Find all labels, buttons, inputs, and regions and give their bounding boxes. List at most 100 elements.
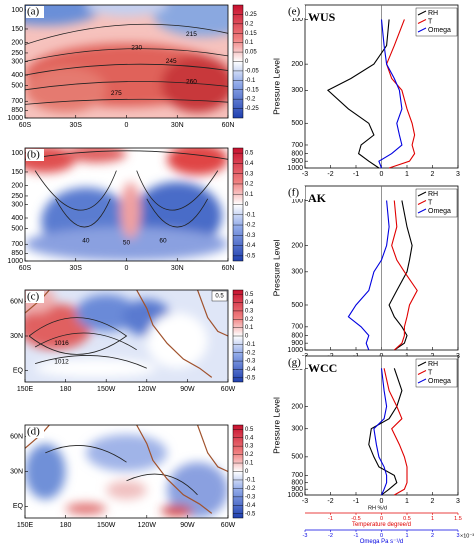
panel-label-bg: [287, 356, 305, 369]
legend-label: T: [428, 18, 433, 25]
colorbar-tick-label: -0.2: [245, 97, 256, 103]
colorbar-tick-label: -0.25: [245, 106, 259, 112]
field-blob: [167, 148, 228, 176]
field-blob: [25, 5, 103, 26]
field-blob: [161, 504, 194, 517]
x-tick-label: 1: [405, 171, 409, 178]
panel-label: (d): [27, 426, 40, 438]
y-tick-label: 250: [11, 193, 23, 200]
x-tick-label: 0: [125, 122, 129, 129]
y-tick-label: 100: [291, 16, 303, 23]
x-tick-label: 60N: [222, 265, 235, 272]
y-tick-label: 800: [291, 480, 303, 487]
panel-title: WCC: [308, 361, 337, 375]
field-blobs: [25, 148, 228, 261]
y-tick-label: 700: [11, 241, 23, 248]
x-tick-label: 150E: [17, 522, 34, 529]
extra-axis-multiplier: ×10⁻³: [460, 533, 474, 539]
legend-swatch: [417, 27, 427, 33]
y-tick-label: 300: [11, 201, 23, 208]
x-tick-label: 150W: [97, 386, 116, 393]
profile-line: [386, 19, 416, 169]
extra-axis-tick-label: -3: [303, 533, 308, 539]
y-tick-label: 300: [291, 87, 303, 94]
panel-label: (b): [27, 149, 40, 161]
colorbar-tick-label: -0.4: [245, 243, 256, 249]
x-tick-label: 2: [431, 498, 435, 505]
profile-line: [383, 368, 408, 496]
x-tick-label: -1: [353, 498, 359, 505]
y-tick-label: 300: [11, 58, 23, 65]
y-tick-label: 800: [291, 332, 303, 339]
panel-label: (g): [288, 357, 301, 369]
y-tick-label: 1000: [287, 165, 303, 172]
x-tick-label: 180: [60, 522, 72, 529]
field-blob: [146, 313, 208, 369]
y-tick-label: 400: [11, 215, 23, 222]
field: [25, 425, 228, 518]
contour-label: 50: [123, 240, 131, 247]
y-tick-label: 200: [291, 403, 303, 410]
panel-label-bg: [287, 5, 305, 18]
contour-line: [34, 355, 147, 369]
colorbar-tick-label: -0.05: [245, 68, 259, 74]
field: [25, 290, 228, 382]
contour-line: [136, 170, 219, 211]
y-axis-label: Pressure Level: [271, 397, 281, 454]
colorbar-tick-label: 0.1: [245, 325, 254, 331]
colorbar-tick-label: -0.2: [245, 223, 256, 229]
extra-axis-tick-label: -0.5: [351, 516, 360, 522]
legend-swatch: [417, 200, 427, 205]
y-tick-label: 200: [11, 182, 23, 189]
colorbar-tick-label: 0.4: [245, 300, 254, 306]
profile-line: [388, 200, 413, 351]
y-tick-label: 500: [11, 225, 23, 232]
colorbar-tick-label: -0.2: [245, 486, 256, 492]
legend-label: T: [428, 369, 433, 376]
y-tick-label: 850: [11, 250, 23, 257]
colorbar-tick-label: 0.05: [245, 50, 257, 56]
contour-line: [146, 198, 209, 228]
contour-line: [25, 150, 228, 160]
ref-vector-label: 0.5: [215, 294, 224, 300]
y-tick-label: 300: [291, 426, 303, 433]
y-tick-label: 150: [11, 169, 23, 176]
legend-swatch: [417, 19, 427, 24]
x-tick-label: 30N: [171, 265, 184, 272]
x-tick-label: 120W: [138, 386, 157, 393]
y-tick-label: 1000: [287, 492, 303, 499]
extra-axis-label: Omega Pa s⁻¹/d: [360, 539, 404, 544]
x-tick-label: -3: [302, 498, 308, 505]
colorbar-tick-label: 0.5: [245, 427, 254, 433]
contour-line: [55, 198, 111, 228]
field-blobs: [25, 5, 228, 113]
x-tick-label: 180: [60, 386, 72, 393]
field-blob: [35, 359, 157, 378]
field-blob: [85, 5, 168, 17]
extra-axis-tick-label: 1: [431, 516, 434, 522]
colorbar-tick-label: 0.3: [245, 171, 254, 177]
contour-line: [25, 48, 228, 62]
y-tick-label: 400: [11, 72, 23, 79]
x-tick-label: 60W: [221, 386, 236, 393]
panel-label-bg: [26, 291, 44, 303]
y-tick-label: 850: [11, 107, 23, 114]
field-blob: [25, 67, 107, 113]
colorbar-tick-label: -0.15: [245, 87, 259, 93]
panel-label-bg: [26, 426, 44, 438]
y-tick-label: 60N: [10, 433, 23, 440]
extra-axis-tick-label: 3: [456, 533, 459, 539]
colorbar-tick-label: 0.5: [245, 292, 254, 298]
colorbar-tick-label: -0.1: [245, 212, 256, 218]
y-tick-label: 500: [291, 302, 303, 309]
legend-swatch: [417, 10, 427, 16]
field-blob: [25, 227, 228, 261]
y-tick-label: 900: [291, 158, 303, 165]
profile-line: [378, 19, 403, 169]
panel-label: (f): [288, 187, 299, 199]
colorbar-tick-label: 0.2: [245, 317, 254, 323]
y-tick-label: 700: [291, 472, 303, 479]
colorbar-tick-label: 0: [245, 334, 249, 340]
contour-label: 260: [186, 79, 197, 86]
y-tick-label: 250: [11, 50, 23, 57]
